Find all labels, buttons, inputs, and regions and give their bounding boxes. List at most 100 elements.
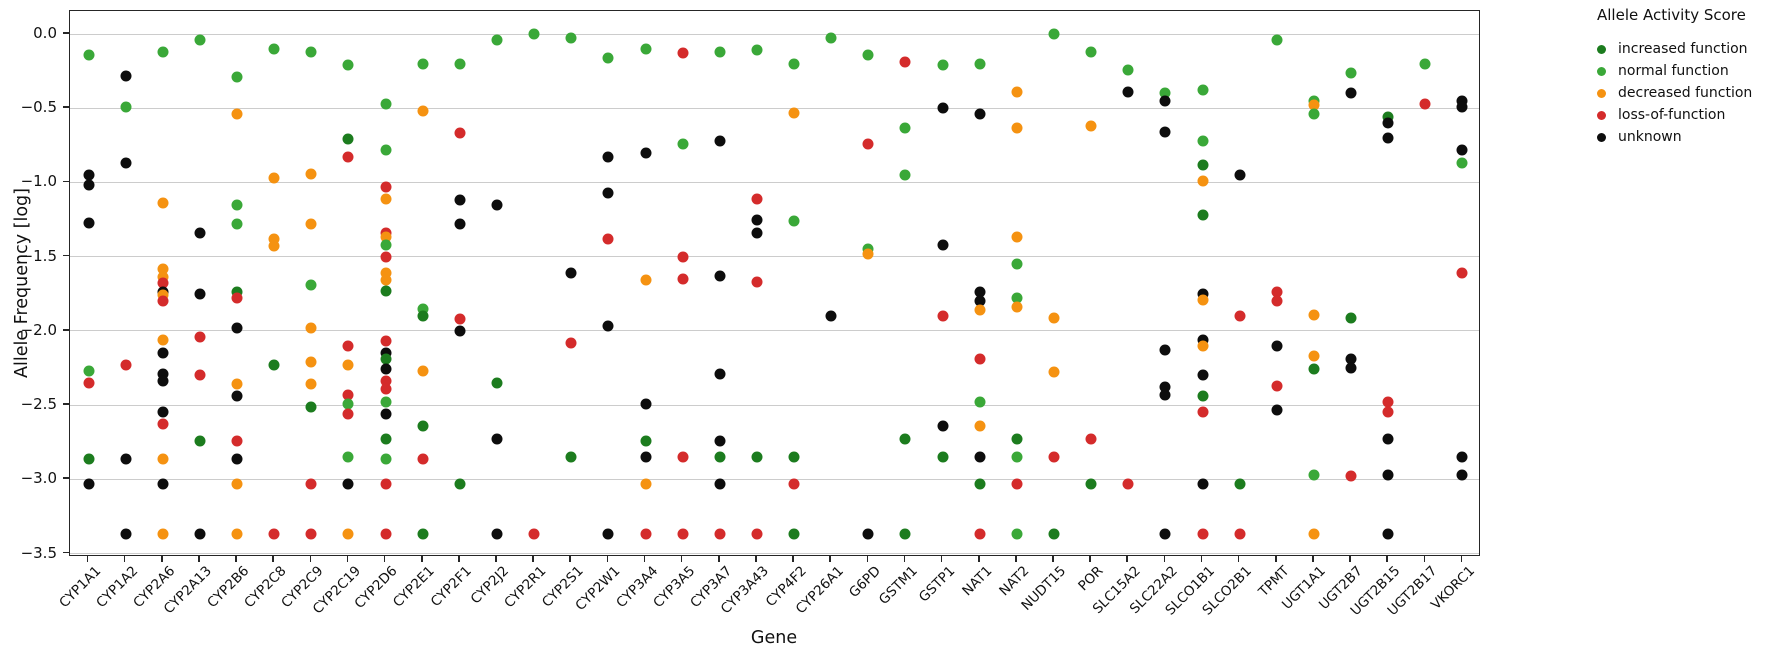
data-point-CYP2E1 — [417, 303, 429, 315]
data-point-CYP2A6 — [157, 478, 169, 490]
data-point-CYP2D6 — [380, 231, 392, 243]
data-point-UGT2B15 — [1382, 433, 1394, 445]
data-point-CYP2D6 — [380, 528, 392, 540]
data-point-CYP2D6 — [380, 363, 392, 375]
data-point-CYP3A5 — [677, 451, 689, 463]
data-point-CYP2A6 — [157, 295, 169, 307]
x-tick-mark — [161, 556, 163, 562]
data-point-CYP2C19 — [342, 528, 354, 540]
data-point-CYP3A5 — [677, 47, 689, 59]
y-tick-mark — [63, 329, 69, 331]
data-point-SLC15A2 — [1122, 478, 1134, 490]
data-point-CYP2F1 — [454, 127, 466, 139]
legend-label: increased function — [1618, 41, 1748, 57]
data-point-CYP2W1 — [602, 233, 614, 245]
data-point-CYP4F2 — [788, 478, 800, 490]
data-point-CYP3A5 — [677, 528, 689, 540]
y-tick-mark — [63, 403, 69, 405]
data-point-NAT2 — [1011, 528, 1023, 540]
x-tick-label-CYP2E1: CYP2E1 — [390, 563, 439, 611]
data-point-UGT1A1 — [1308, 108, 1320, 120]
x-tick-mark — [1349, 556, 1351, 562]
data-point-CYP1A1 — [83, 179, 95, 191]
x-tick-mark — [1274, 556, 1277, 562]
data-point-GSTP1 — [937, 102, 949, 114]
data-point-POR — [1085, 478, 1097, 490]
data-point-SLCO1B1 — [1197, 294, 1208, 306]
data-point-GSTM1 — [899, 169, 911, 181]
x-tick-mark — [309, 556, 312, 562]
data-point-CYP3A5 — [677, 251, 689, 263]
data-point-CYP2D6 — [380, 251, 392, 263]
data-point-GSTP1 — [937, 239, 949, 251]
data-point-CYP1A1 — [83, 377, 95, 389]
data-point-CYP2E1 — [417, 528, 429, 540]
data-point-NAT2 — [1011, 292, 1023, 304]
data-point-CYP2A6 — [157, 528, 169, 540]
data-point-GSTM1 — [899, 528, 911, 540]
data-point-CYP1A1 — [83, 453, 95, 464]
x-tick-mark — [866, 556, 869, 562]
data-point-VKORC1 — [1456, 267, 1468, 279]
data-point-CYP2J2 — [491, 433, 503, 445]
data-point-CYP3A7 — [714, 435, 726, 447]
data-point-SLC22A2 — [1159, 126, 1171, 138]
data-point-UGT2B17 — [1419, 98, 1431, 110]
data-point-CYP3A4 — [640, 43, 652, 55]
data-point-CYP2C9 — [305, 168, 317, 180]
x-tick-label-GSTP1: GSTP1 — [915, 563, 958, 606]
data-point-NAT1 — [974, 528, 986, 540]
data-point-TPMT — [1271, 295, 1283, 307]
data-point-NAT2 — [1011, 231, 1023, 243]
data-point-CYP2D6 — [380, 383, 392, 395]
data-point-CYP2R1 — [528, 528, 540, 540]
data-point-NAT1 — [974, 353, 986, 365]
data-point-CYP2A6 — [157, 418, 169, 430]
data-point-CYP3A4 — [640, 451, 652, 463]
legend-item-dec: decreased function — [1597, 82, 1772, 104]
data-point-CYP2C9 — [305, 378, 317, 390]
data-point-VKORC1 — [1456, 95, 1468, 107]
x-tick-label-POR: POR — [1075, 563, 1107, 595]
gridline — [70, 256, 1479, 258]
data-point-CYP2A6 — [157, 375, 169, 387]
data-point-CYP2F1 — [454, 325, 466, 337]
x-tick-mark — [569, 556, 572, 562]
data-point-CYP3A4 — [640, 147, 652, 159]
gridline — [70, 33, 1479, 35]
data-point-CYP2A6 — [157, 277, 169, 289]
data-point-POR — [1085, 433, 1097, 445]
data-point-CYP2C9 — [305, 401, 317, 413]
x-tick-mark — [272, 556, 275, 562]
x-tick-mark — [680, 556, 683, 562]
data-point-CYP2F1 — [454, 313, 466, 325]
data-point-CYP2D6 — [380, 285, 392, 297]
data-point-NAT1 — [974, 396, 986, 408]
data-point-CYP2C19 — [342, 478, 354, 490]
x-tick-mark — [977, 556, 980, 562]
data-point-SLCO1B1 — [1197, 406, 1208, 418]
data-point-CYP2B6 — [231, 322, 243, 334]
gridline — [70, 404, 1479, 406]
data-point-UGT1A1 — [1308, 309, 1320, 321]
data-point-UGT1A1 — [1308, 350, 1320, 362]
data-point-CYP2R1 — [528, 28, 540, 40]
data-point-CYP2D6 — [380, 353, 392, 365]
data-point-GSTM1 — [899, 433, 911, 445]
data-point-CYP2A6 — [157, 406, 169, 418]
data-point-CYP1A1 — [83, 169, 95, 181]
data-point-CYP3A43 — [751, 451, 763, 463]
data-point-CYP4F2 — [788, 58, 800, 70]
y-tick-mark — [63, 180, 69, 183]
legend-label: loss-of-function — [1618, 107, 1726, 123]
data-point-CYP4F2 — [788, 451, 800, 463]
data-point-CYP2W1 — [602, 528, 614, 540]
data-point-CYP2C9 — [305, 356, 317, 368]
data-point-CYP2B6 — [231, 108, 243, 120]
data-point-SLCO1B1 — [1197, 135, 1208, 147]
x-tick-mark — [606, 556, 609, 562]
gridline — [70, 181, 1479, 183]
data-point-CYP3A4 — [640, 398, 652, 410]
legend-dot-icon — [1597, 132, 1606, 142]
legend-item-unk: unknown — [1597, 126, 1772, 148]
